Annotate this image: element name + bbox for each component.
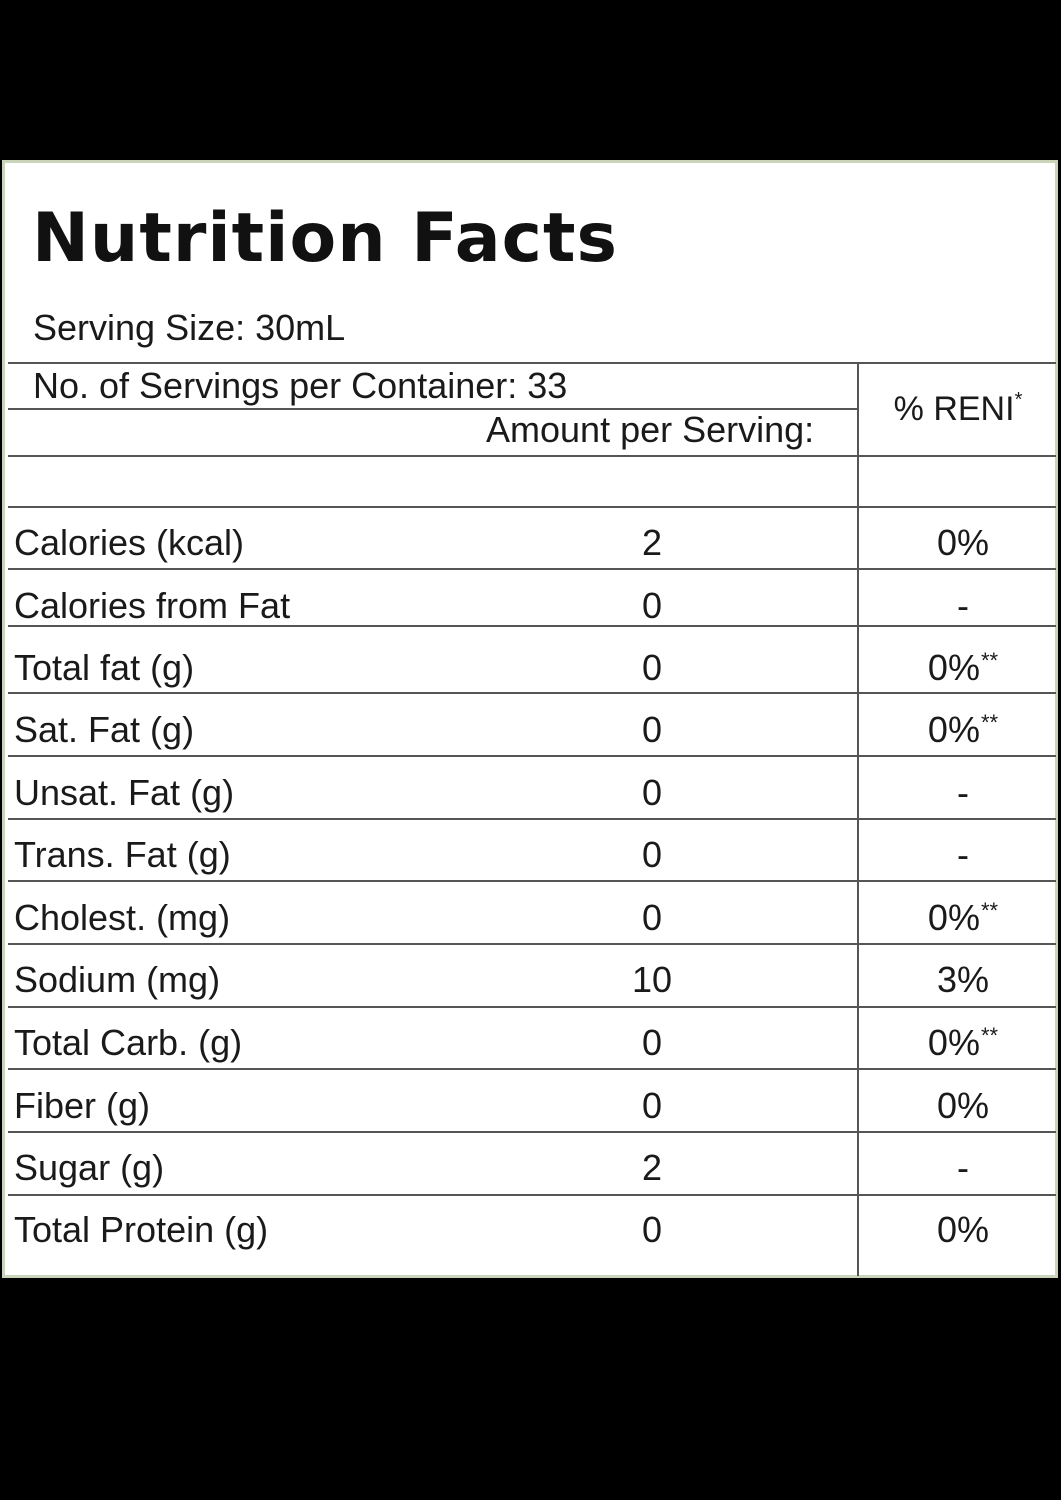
nutrient-name: Sodium (mg) [14, 959, 221, 1000]
nutrient-amount: 2 [641, 522, 663, 563]
row-divider [8, 1131, 1056, 1133]
nutrient-name: Unsat. Fat (g) [14, 772, 235, 813]
nutrient-reni-percent: 0%** [860, 712, 1061, 748]
footnote-mark: ** [980, 710, 999, 735]
divider [8, 362, 1056, 364]
nutrient-name: Cholest. (mg) [14, 897, 231, 938]
nutrient-amount: 0 [641, 1209, 663, 1250]
nutrient-name: Calories from Fat [14, 585, 291, 626]
divider [8, 506, 1056, 508]
reni-value: 0% [936, 522, 990, 563]
nutrient-reni-percent: 0%** [860, 900, 1061, 936]
nutrient-name: Sat. Fat (g) [14, 709, 195, 750]
nutrient-amount: 0 [641, 1022, 663, 1063]
nutrient-reni-percent: - [860, 775, 1061, 811]
nutrient-reni-percent: 0%** [860, 650, 1061, 686]
nutrient-reni-percent: 0% [860, 1088, 1061, 1124]
nutrient-amount: 0 [641, 897, 663, 938]
nutrient-name: Fiber (g) [14, 1085, 151, 1126]
nutrient-amount: 0 [641, 647, 663, 688]
reni-value: 0% [936, 1209, 990, 1250]
row-divider [8, 625, 1056, 627]
nutrient-name: Sugar (g) [14, 1147, 165, 1188]
reni-value: 0% [927, 1022, 980, 1063]
nutrient-reni-percent: - [860, 588, 1061, 624]
row-divider [8, 818, 1056, 820]
row-divider [8, 755, 1056, 757]
label-title: Nutrition Facts [32, 199, 618, 278]
reni-value: 0% [927, 647, 980, 688]
row-divider [8, 880, 1056, 882]
nutrient-amount: 0 [641, 709, 663, 750]
nutrient-name: Total Carb. (g) [14, 1022, 243, 1063]
reni-header: % RENI* [860, 390, 1056, 426]
reni-footnote-mark: * [1014, 389, 1023, 411]
nutrient-amount: 0 [641, 585, 663, 626]
nutrient-name: Trans. Fat (g) [14, 834, 231, 875]
divider [8, 455, 1056, 457]
nutrient-amount: 0 [641, 834, 663, 875]
nutrient-name: Total fat (g) [14, 647, 195, 688]
nutrient-reni-percent: 0% [860, 525, 1061, 561]
nutrient-amount: 10 [631, 959, 673, 1000]
reni-value: 3% [936, 959, 990, 1000]
nutrient-amount: 0 [641, 1085, 663, 1126]
footnote-mark: ** [980, 898, 999, 923]
row-divider [8, 692, 1056, 694]
nutrient-name: Total Protein (g) [14, 1209, 269, 1250]
nutrient-reni-percent: 0% [860, 1212, 1061, 1248]
row-divider [8, 1194, 1056, 1196]
nutrient-reni-percent: 0%** [860, 1025, 1061, 1061]
nutrition-label [2, 160, 1058, 1278]
footnote-mark: ** [980, 1023, 999, 1048]
amount-per-serving-header: Amount per Serving: [486, 409, 815, 450]
nutrient-reni-percent: - [860, 1150, 1061, 1186]
nutrient-amount: 0 [641, 772, 663, 813]
reni-value: - [957, 834, 969, 875]
footnote-mark: ** [980, 648, 999, 673]
nutrient-reni-percent: - [860, 837, 1061, 873]
servings-per-container: No. of Servings per Container: 33 [33, 365, 568, 406]
serving-size: Serving Size: 30mL [33, 307, 346, 348]
reni-header-text: % RENI [893, 390, 1015, 428]
nutrient-reni-percent: 3% [860, 962, 1061, 998]
reni-value: - [957, 772, 969, 813]
reni-value: 0% [927, 897, 980, 938]
reni-value: 0% [927, 709, 980, 750]
row-divider [8, 568, 1056, 570]
reni-value: - [957, 1147, 969, 1188]
nutrient-name: Calories (kcal) [14, 522, 245, 563]
row-divider [8, 1006, 1056, 1008]
reni-value: 0% [936, 1085, 990, 1126]
row-divider [8, 943, 1056, 945]
divider [8, 408, 858, 410]
nutrient-amount: 2 [641, 1147, 663, 1188]
row-divider [8, 1068, 1056, 1070]
reni-value: - [957, 585, 969, 626]
